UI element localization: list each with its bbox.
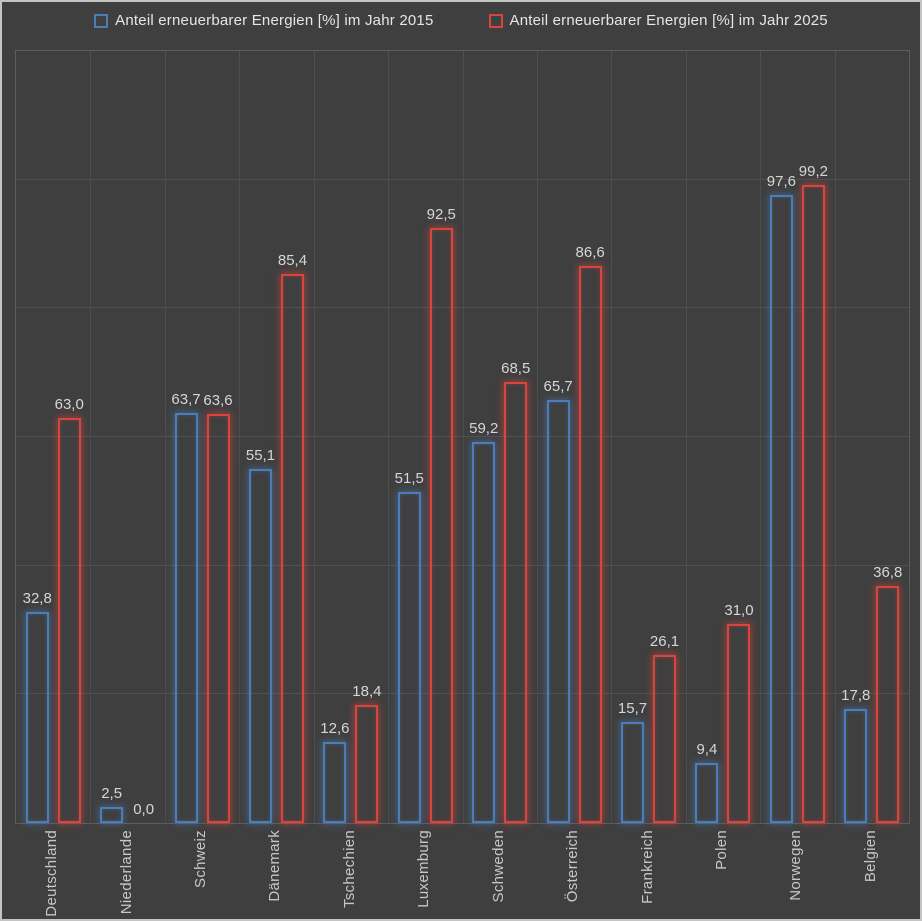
bar-2025-belgien [876,586,900,823]
value-label-2025-luxemburg: 92,5 [426,205,456,223]
value-label-2015-daenemark: 55,1 [245,446,276,464]
value-label-2015-tschechien: 12,6 [320,719,350,737]
bar-2025-oesterreich [578,265,602,823]
legend-swatch-2025-icon [488,13,503,28]
value-label-2025-daenemark: 85,4 [277,251,308,269]
category-label-norwegen: Norwegen [787,830,805,901]
value-label-2025-frankreich: 26,1 [649,633,680,651]
value-label-2015-polen: 9,4 [696,740,718,758]
plot-area: 32,8 2,5 63,7 55,1 12,6 51,5 59,2 65,7 15,7 9,4 97… [15,50,910,824]
value-label-2015-oesterreich: 65,7 [543,378,573,396]
category-label-schweiz: Schweiz [192,830,210,888]
bar-2015-niederlande [100,806,124,823]
bar-2015-polen [695,762,719,823]
gridline-vertical-8 [611,51,613,823]
gridline-vertical-6 [462,51,464,823]
bar-2025-schweden [504,382,528,823]
bar-2025-tschechien [355,704,379,823]
value-label-2025-belgien: 36,8 [873,564,903,582]
category-label-daenemark: Dänemark [266,830,284,902]
value-label-2015-belgien: 17,8 [841,686,871,704]
bar-2025-norwegen [801,184,825,823]
gridline-vertical-3 [239,51,241,823]
category-label-deutschland: Deutschland [43,830,61,917]
bar-2015-deutschland [25,612,49,823]
value-label-2025-schweiz: 63,6 [203,391,233,409]
gridline-vertical-1 [90,51,92,823]
bar-2025-schweiz [206,413,230,823]
bar-2015-schweiz [174,413,198,823]
gridline-vertical-5 [388,51,390,823]
legend-label-2025: Anteil erneuerbarer Energien [%] im Jahr… [509,12,828,29]
legend-item-2025: Anteil erneuerbarer Energien [%] im Jahr… [488,12,828,29]
category-label-tschechien: Tschechien [340,830,358,909]
value-label-2015-luxemburg: 51,5 [394,469,424,487]
gridline-vertical-11 [834,51,836,823]
bar-2015-frankreich [621,722,645,823]
legend-item-2015: Anteil erneuerbarer Energien [%] im Jahr… [94,12,433,29]
value-label-2015-deutschland: 32,8 [22,590,52,607]
value-label-2015-frankreich: 15,7 [617,700,648,717]
bar-2015-schweden [472,442,496,823]
category-label-niederlande: Niederlande [117,830,135,915]
bar-2015-oesterreich [546,400,570,823]
gridline-vertical-7 [536,51,538,823]
category-label-schweden: Schweden [489,830,507,903]
gridline-vertical-4 [313,51,315,823]
gridline-vertical-10 [760,51,762,823]
legend-swatch-2015-icon [94,13,109,28]
category-label-luxemburg: Luxemburg [415,830,433,908]
value-label-2025-oesterreich: 86,6 [575,243,605,261]
bar-2025-luxemburg [429,227,453,823]
category-label-polen: Polen [712,830,730,870]
category-label-belgien: Belgien [861,830,879,883]
value-label-2025-tschechien: 18,4 [352,682,382,700]
bar-2015-daenemark [248,468,272,823]
gridline-vertical-2 [164,51,166,823]
legend-label-2015: Anteil erneuerbarer Energien [%] im Jahr… [115,12,434,29]
bar-2015-norwegen [769,195,793,823]
legend: Anteil erneuerbarer Energien [%] im Jahr… [2,12,920,29]
value-label-2025-polen: 31,0 [724,601,754,619]
gridline-vertical-9 [685,51,687,823]
value-label-2025-niederlande: 0,0 [133,801,155,818]
value-label-2025-schweden: 68,5 [501,360,531,378]
bar-2025-frankreich [653,655,677,823]
category-label-oesterreich: Österreich [564,830,582,903]
value-label-2015-norwegen: 97,6 [766,173,796,191]
bar-2015-luxemburg [397,491,421,823]
value-label-2015-schweden: 59,2 [469,420,499,438]
value-label-2025-norwegen: 99,2 [798,162,828,180]
bar-2025-daenemark [280,273,304,823]
value-label-2015-schweiz: 63,7 [171,391,201,409]
bar-2025-polen [727,623,751,823]
bar-2015-tschechien [323,741,347,823]
bar-2025-deutschland [57,417,81,823]
bar-2015-belgien [844,708,868,823]
category-label-frankreich: Frankreich [638,830,656,904]
value-label-2025-deutschland: 63,0 [54,395,84,413]
value-label-2015-niederlande: 2,5 [101,784,123,802]
